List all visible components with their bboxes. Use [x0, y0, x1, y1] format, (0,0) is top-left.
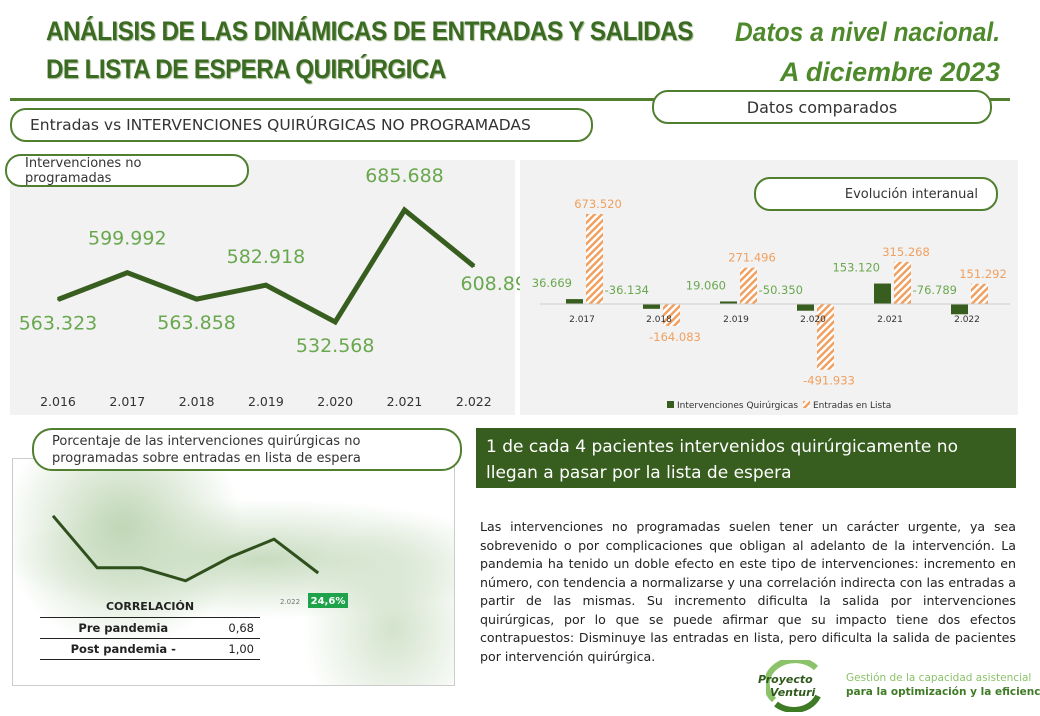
- value-badge: [308, 593, 348, 608]
- data-label: 153.120: [832, 261, 880, 275]
- correlation-title: CORRELACIÓN: [40, 600, 260, 618]
- data-label: 19.060: [686, 278, 726, 292]
- logo-swoosh-icon: [766, 660, 821, 712]
- bar-intervenciones: [797, 304, 814, 311]
- chart3-title: Porcentaje de las intervenciones quirúrg…: [32, 428, 462, 471]
- data-label: 532.568: [296, 335, 375, 357]
- data-label: 151.292: [959, 267, 1007, 281]
- x-tick-label: 2.018: [179, 394, 215, 409]
- bar-intervenciones: [951, 304, 968, 315]
- chart3-title-text: Porcentaje de las intervenciones quirúrg…: [52, 433, 361, 466]
- data-point: [334, 321, 337, 323]
- data-label: 608.899: [461, 273, 520, 295]
- interventions-line-chart: 563.323 2.016 599.992 2.017 563.858 2.018 582.…: [19, 165, 520, 409]
- correlation-table: CORRELACIÓN Pre pandemia 0,68 Post pandemi…: [40, 600, 260, 660]
- legend-swatch: [667, 401, 674, 408]
- chart2-title-text: Evolución interanual: [844, 186, 978, 202]
- data-point: [126, 271, 129, 274]
- bar-entradas: [971, 283, 988, 304]
- correlation-label: Post pandemia -: [40, 638, 207, 660]
- percentage-line-chart: 2.022 24,6%: [51, 514, 348, 608]
- divider: [10, 98, 1010, 101]
- data-point: [403, 209, 406, 211]
- data-point: [195, 298, 198, 301]
- data-label: -491.933: [803, 374, 855, 388]
- x-tick-label: 2.021: [877, 315, 903, 325]
- data-label: 271.496: [728, 251, 776, 265]
- x-tick-label: 2.018: [646, 315, 672, 325]
- subtitle-line: Datos a nivel nacional.: [734, 17, 1000, 47]
- chart1-title-text: Intervenciones no programadas: [25, 155, 142, 186]
- logo-name: Proyecto: [758, 673, 813, 686]
- x-tick-label: 2.016: [40, 394, 76, 409]
- data-label: 582.918: [227, 246, 306, 268]
- bar-entradas: [740, 267, 757, 304]
- bar-intervenciones: [643, 304, 660, 309]
- chart2-title: Evolución interanual: [754, 177, 998, 211]
- legend-label: Entradas en Lista: [813, 401, 891, 411]
- logo-name: Venturi: [770, 686, 816, 699]
- x-tick-label: 2.019: [723, 315, 749, 325]
- x-tick-label: 2.019: [248, 394, 284, 409]
- bar-intervenciones: [720, 301, 737, 304]
- data-label: 36.669: [532, 276, 572, 290]
- bar-entradas: [663, 304, 680, 326]
- x-tick-label: 2.017: [109, 394, 145, 409]
- interannual-bar-chart: 36.669 673.520 2.017 -36.134 -164.083 2.018 19…: [532, 197, 1010, 411]
- x-tick-label: 2.017: [569, 315, 595, 325]
- data-label: 673.520: [574, 197, 622, 211]
- title-line: ANÁLISIS DE LAS DINÁMICAS DE ENTRADAS Y …: [46, 16, 693, 46]
- highlight-text: 1 de cada 4 pacientes intervenidos quirú…: [486, 437, 958, 483]
- data-point: [57, 298, 59, 301]
- data-label: 599.992: [88, 228, 167, 250]
- page-subtitle: Datos a nivel nacional. A diciembre 2023: [700, 12, 1000, 92]
- correlation-row: Pre pandemia 0,68: [40, 618, 260, 639]
- data-label: -164.083: [649, 330, 701, 344]
- correlation-row: Post pandemia -1,00: [40, 638, 260, 660]
- section-text: Entradas vs INTERVENCIONES QUIRÚRGICAS N…: [30, 116, 531, 134]
- page-title: ANÁLISIS DE LAS DINÁMICAS DE ENTRADAS Y …: [46, 12, 764, 88]
- logo: Proyecto Venturi Gestión de la capacidad …: [752, 660, 1040, 712]
- correlation-value: 1,00: [206, 638, 260, 660]
- x-tick-label: 2.022: [456, 394, 492, 409]
- compare-label: Datos comparados: [652, 90, 992, 124]
- bar-entradas: [894, 261, 911, 304]
- data-label: 563.323: [19, 313, 98, 335]
- x-tick-label: 2.022: [280, 598, 300, 606]
- data-point: [264, 284, 267, 287]
- bar-entradas: [586, 214, 603, 304]
- bar-intervenciones: [566, 299, 583, 304]
- compare-text: Datos comparados: [746, 97, 898, 117]
- logo-tagline: Gestión de la capacidad asistencial: [846, 672, 1032, 684]
- x-tick-label: 2.020: [800, 315, 826, 325]
- subtitle-line: A diciembre 2023: [779, 57, 1000, 87]
- bar-intervenciones: [874, 283, 891, 304]
- logo-tagline: para la optimización y la eficiencia: [846, 686, 1040, 698]
- legend-swatch: [803, 401, 810, 408]
- title-line: DE LISTA DE ESPERA QUIRÚRGICA: [46, 54, 446, 84]
- description-paragraph: Las intervenciones no programadas suelen…: [480, 519, 1016, 664]
- correlation-value: 0,68: [206, 618, 260, 639]
- data-label: 563.858: [157, 312, 236, 334]
- legend-label: Intervenciones Quirúrgicas: [677, 401, 798, 411]
- highlight-box: 1 de cada 4 pacientes intervenidos quirú…: [476, 428, 1016, 488]
- data-label: 685.688: [365, 165, 444, 187]
- x-tick-label: 2.020: [317, 394, 353, 409]
- data-label: 315.268: [882, 245, 930, 259]
- data-label: -76.789: [913, 283, 957, 297]
- chart1-title: Intervenciones no programadas: [5, 154, 249, 187]
- bar-entradas: [817, 304, 834, 370]
- x-tick-label: 2.021: [387, 394, 423, 409]
- x-tick-label: 2.022: [954, 315, 980, 325]
- correlation-label: Pre pandemia: [40, 618, 207, 639]
- value-badge-label: 24,6%: [311, 596, 346, 607]
- series-line: [51, 514, 320, 583]
- data-label: -36.134: [605, 283, 649, 297]
- section-label: Entradas vs INTERVENCIONES QUIRÚRGICAS N…: [10, 108, 593, 142]
- data-point: [472, 265, 475, 268]
- data-label: -50.350: [759, 283, 803, 297]
